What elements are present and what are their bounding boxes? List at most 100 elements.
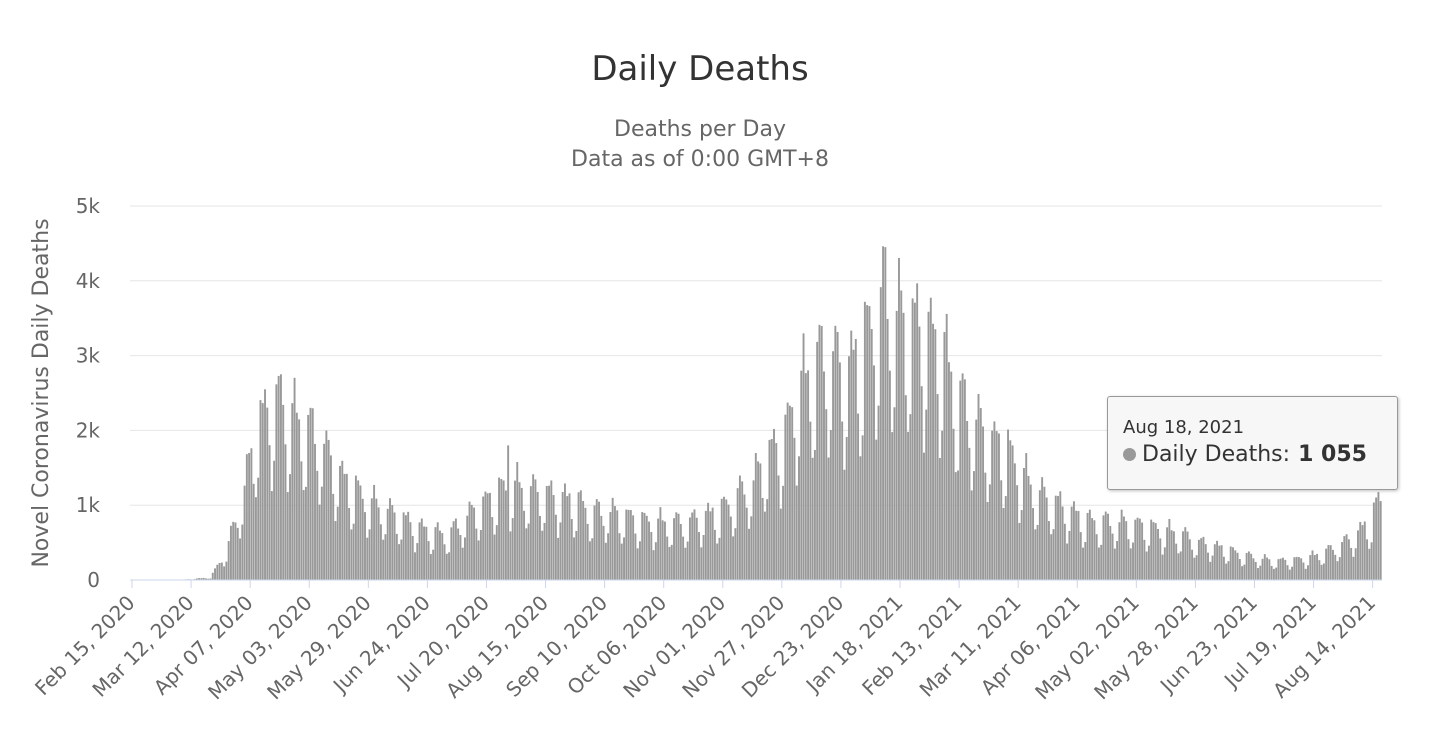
bar[interactable] (1136, 517, 1139, 580)
bar[interactable] (1000, 480, 1003, 580)
bar[interactable] (1125, 521, 1128, 580)
bar[interactable] (1143, 539, 1146, 580)
bar[interactable] (1304, 568, 1307, 580)
bar[interactable] (995, 431, 998, 580)
bar[interactable] (1245, 552, 1248, 580)
bar[interactable] (829, 430, 832, 580)
bar[interactable] (777, 475, 780, 580)
bar[interactable] (284, 444, 287, 580)
bar[interactable] (609, 512, 612, 580)
bar[interactable] (225, 561, 228, 580)
bar[interactable] (1270, 565, 1273, 580)
bar[interactable] (1107, 513, 1109, 580)
bar[interactable] (773, 428, 775, 580)
bar[interactable] (954, 472, 957, 580)
bar[interactable] (1354, 548, 1357, 580)
bar[interactable] (352, 523, 355, 580)
bar[interactable] (527, 523, 530, 580)
bar[interactable] (591, 538, 594, 580)
bar[interactable] (277, 375, 280, 580)
bar[interactable] (632, 515, 635, 580)
bar[interactable] (1204, 544, 1207, 580)
bar[interactable] (709, 511, 712, 580)
bar[interactable] (723, 496, 725, 580)
bar[interactable] (1134, 519, 1137, 580)
bar[interactable] (720, 498, 723, 580)
bar[interactable] (732, 536, 735, 580)
bar[interactable] (1118, 522, 1121, 580)
bar[interactable] (300, 461, 303, 580)
bar[interactable] (368, 529, 371, 580)
bar[interactable] (802, 333, 805, 580)
bar[interactable] (1259, 565, 1262, 580)
bar[interactable] (641, 512, 644, 580)
bar[interactable] (957, 470, 960, 580)
bar[interactable] (611, 497, 614, 580)
bar[interactable] (1250, 553, 1253, 580)
bar[interactable] (341, 460, 344, 580)
bar[interactable] (1284, 559, 1287, 580)
bar[interactable] (339, 465, 341, 580)
bar[interactable] (420, 518, 423, 580)
bar[interactable] (386, 508, 389, 580)
bar[interactable] (1379, 501, 1382, 580)
bar[interactable] (1236, 552, 1239, 580)
bar[interactable] (823, 371, 825, 581)
bar[interactable] (566, 496, 569, 580)
bar[interactable] (214, 568, 216, 580)
bar[interactable] (825, 409, 828, 580)
bar[interactable] (602, 525, 605, 580)
bar[interactable] (436, 522, 439, 580)
bar[interactable] (482, 496, 485, 580)
bar[interactable] (1295, 556, 1298, 580)
bar[interactable] (1229, 546, 1232, 581)
bar[interactable] (559, 522, 562, 580)
bar[interactable] (1302, 562, 1305, 581)
bar[interactable] (1366, 539, 1369, 580)
bar[interactable] (227, 541, 230, 580)
bar[interactable] (268, 445, 271, 580)
bar[interactable] (857, 413, 860, 580)
bar[interactable] (1070, 506, 1073, 580)
bar[interactable] (307, 414, 310, 580)
bar[interactable] (1316, 553, 1319, 580)
bar[interactable] (707, 502, 710, 580)
bar[interactable] (264, 389, 266, 580)
bar[interactable] (1184, 527, 1187, 580)
bar[interactable] (434, 527, 437, 580)
bar[interactable] (1132, 542, 1134, 580)
bar[interactable] (1159, 538, 1162, 580)
bar[interactable] (927, 311, 930, 580)
bar[interactable] (316, 470, 319, 580)
bar[interactable] (532, 474, 535, 580)
bar[interactable] (695, 517, 698, 580)
bar[interactable] (302, 490, 305, 580)
bar[interactable] (1307, 565, 1309, 580)
bar[interactable] (711, 507, 714, 580)
bar[interactable] (741, 481, 744, 580)
bar[interactable] (1047, 521, 1050, 580)
bar[interactable] (863, 301, 866, 580)
bar[interactable] (1216, 540, 1219, 580)
bar[interactable] (1338, 557, 1341, 580)
bar[interactable] (232, 521, 235, 580)
bar[interactable] (516, 462, 519, 580)
bar[interactable] (1334, 554, 1337, 580)
bar[interactable] (541, 530, 544, 580)
bar[interactable] (252, 483, 255, 580)
bar[interactable] (675, 512, 678, 580)
bar[interactable] (457, 528, 460, 580)
bar[interactable] (813, 449, 816, 580)
bar[interactable] (218, 562, 221, 580)
bar[interactable] (1077, 511, 1080, 580)
bar[interactable] (968, 447, 971, 580)
bar[interactable] (1252, 558, 1255, 580)
bar[interactable] (982, 426, 985, 580)
bar[interactable] (788, 405, 791, 580)
bar[interactable] (725, 499, 728, 580)
bar[interactable] (395, 533, 398, 580)
bar[interactable] (1191, 549, 1194, 580)
bar[interactable] (1032, 508, 1034, 580)
bar[interactable] (543, 522, 546, 580)
bar[interactable] (1145, 551, 1148, 580)
